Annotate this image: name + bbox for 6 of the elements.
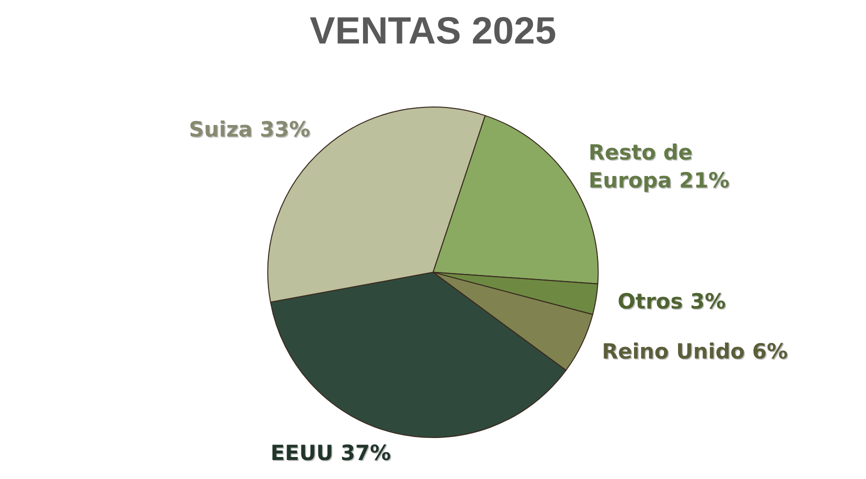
slice-label: EEUU 37% — [270, 441, 391, 466]
slice-label: Resto de Europa 21% — [588, 140, 730, 194]
chart-title: VENTAS 2025 — [310, 10, 556, 52]
slice-label: Otros 3% — [618, 289, 726, 314]
slice-label: Reino Unido 6% — [602, 340, 788, 364]
slice-label: Suiza 33% — [188, 117, 310, 142]
